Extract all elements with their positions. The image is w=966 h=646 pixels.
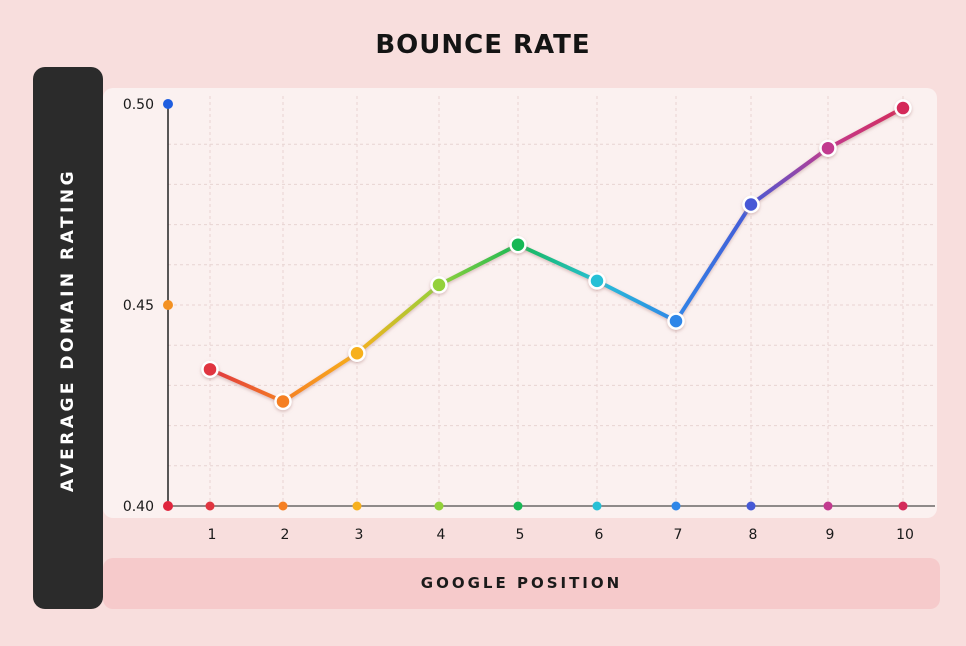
- chart-title: BOUNCE RATE: [375, 30, 591, 60]
- y-axis-marker-0.50: [163, 99, 173, 109]
- line-segment-9-10: [826, 106, 905, 151]
- axis-markers: [163, 99, 908, 511]
- plot-area: [103, 88, 937, 518]
- x-axis-marker-1: [205, 501, 215, 511]
- data-points: [201, 99, 912, 411]
- x-axis-marker-5: [513, 501, 523, 511]
- grid-lines: [168, 96, 935, 506]
- series-line: [208, 106, 905, 404]
- x-tick-label-5: 5: [516, 527, 525, 543]
- x-axis-marker-4: [434, 501, 444, 511]
- x-axis-marker-6: [592, 501, 602, 511]
- data-point-3: [348, 344, 366, 362]
- x-axis-marker-8: [746, 501, 756, 511]
- x-tick-label-7: 7: [674, 527, 683, 543]
- data-point-5: [509, 235, 527, 254]
- tick-labels: 0.40 0.45 0.50 1 2 3 4 5 6 7 8 9 10: [123, 97, 914, 543]
- line-segment-4-5: [437, 242, 520, 287]
- y-axis-label-panel: [33, 67, 103, 609]
- y-axis-marker-0.45: [163, 300, 173, 310]
- x-axis-marker-7: [671, 501, 681, 511]
- x-axis-marker-9: [823, 501, 833, 511]
- x-tick-label-3: 3: [355, 527, 364, 543]
- x-tick-label-2: 2: [281, 527, 290, 543]
- x-axis-marker-3: [352, 501, 362, 511]
- x-tick-label-8: 8: [749, 527, 758, 543]
- line-segment-1-2: [208, 367, 285, 404]
- line-segment-3-4: [355, 282, 441, 356]
- x-tick-label-4: 4: [437, 527, 446, 543]
- x-axis-label-panel: [103, 558, 940, 609]
- y-tick-label-0.45: 0.45: [123, 298, 154, 314]
- line-segment-6-7: [595, 278, 678, 324]
- data-point-10: [894, 99, 912, 117]
- line-segment-8-9: [749, 146, 830, 207]
- x-axis-marker-10: [898, 501, 908, 511]
- x-tick-label-1: 1: [208, 527, 217, 543]
- data-point-2: [274, 392, 292, 411]
- data-point-1: [201, 360, 219, 379]
- data-point-9: [819, 139, 837, 157]
- x-tick-label-6: 6: [595, 527, 604, 543]
- line-segment-7-8: [674, 202, 753, 324]
- data-point-7: [667, 312, 685, 330]
- line-segment-5-6: [516, 242, 599, 283]
- data-point-6: [588, 272, 606, 290]
- line-segment-2-3: [281, 351, 359, 404]
- data-point-8: [742, 195, 760, 214]
- x-tick-label-9: 9: [826, 527, 835, 543]
- y-tick-label-0.50: 0.50: [123, 97, 154, 113]
- y-axis-marker-0.40: [163, 501, 173, 511]
- x-axis-marker-2: [278, 501, 288, 511]
- x-tick-label-10: 10: [896, 527, 914, 543]
- data-point-4: [430, 276, 448, 294]
- y-tick-label-0.40: 0.40: [123, 499, 154, 515]
- x-axis-label: GOOGLE POSITION: [420, 574, 623, 592]
